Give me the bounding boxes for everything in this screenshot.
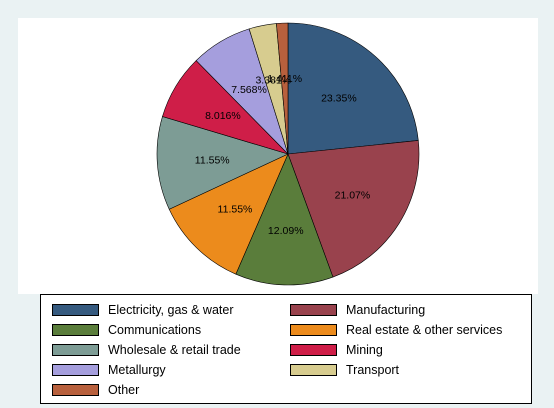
legend-label: Electricity, gas & water — [108, 303, 234, 317]
legend-label: Other — [108, 383, 140, 397]
legend-label: Mining — [346, 343, 383, 357]
slice-label-6: 7.568% — [231, 84, 267, 96]
pie-slice-8 — [276, 22, 289, 155]
legend-item: Metallurgy — [52, 361, 166, 379]
legend-label: Transport — [346, 363, 400, 377]
legend-label: Communications — [108, 323, 202, 337]
legend-label: Metallurgy — [108, 363, 166, 377]
slice-label-1: 21.07% — [335, 189, 371, 201]
legend-item: Other — [52, 381, 139, 399]
legend-swatch — [290, 364, 337, 376]
slice-label-0: 23.35% — [321, 93, 357, 105]
slice-label-8: 1.411% — [267, 73, 302, 85]
plot-area: 23.35% 21.07% 12.09% 11.55% 11.55% 8.016% 7.56… — [18, 18, 538, 294]
pie-slice-0 — [287, 22, 419, 155]
legend-swatch — [290, 344, 337, 356]
slice-label-7: 3.381% — [255, 74, 291, 86]
legend-item: Mining — [290, 341, 383, 359]
pie-chart: 23.35% 21.07% 12.09% 11.55% 11.55% 8.016% 7.56… — [156, 22, 420, 286]
legend-label: Real estate & other services — [346, 323, 503, 337]
legend-swatch — [52, 364, 99, 376]
pie-slice-4 — [156, 116, 289, 210]
legend: Electricity, gas & water Manufacturing Com… — [40, 294, 532, 404]
slice-label-3: 11.55% — [218, 203, 253, 215]
legend-swatch — [290, 324, 337, 336]
legend-item: Communications — [52, 321, 201, 339]
slice-label-2: 12.09% — [268, 225, 304, 237]
legend-swatch — [52, 324, 99, 336]
slice-label-4: 11.55% — [195, 155, 230, 167]
legend-item: Wholesale & retail trade — [52, 341, 241, 359]
legend-item: Transport — [290, 361, 399, 379]
legend-item: Manufacturing — [290, 301, 425, 319]
legend-swatch — [52, 384, 99, 396]
legend-label: Manufacturing — [346, 303, 426, 317]
legend-label: Wholesale & retail trade — [108, 343, 241, 357]
legend-swatch — [290, 304, 337, 316]
pie-slice-3 — [168, 153, 289, 275]
legend-item: Real estate & other services — [290, 321, 502, 339]
legend-swatch — [52, 304, 99, 316]
pie-slice-2 — [235, 153, 334, 286]
legend-item: Electricity, gas & water — [52, 301, 234, 319]
legend-swatch — [52, 344, 99, 356]
slice-label-5: 8.016% — [205, 110, 241, 122]
